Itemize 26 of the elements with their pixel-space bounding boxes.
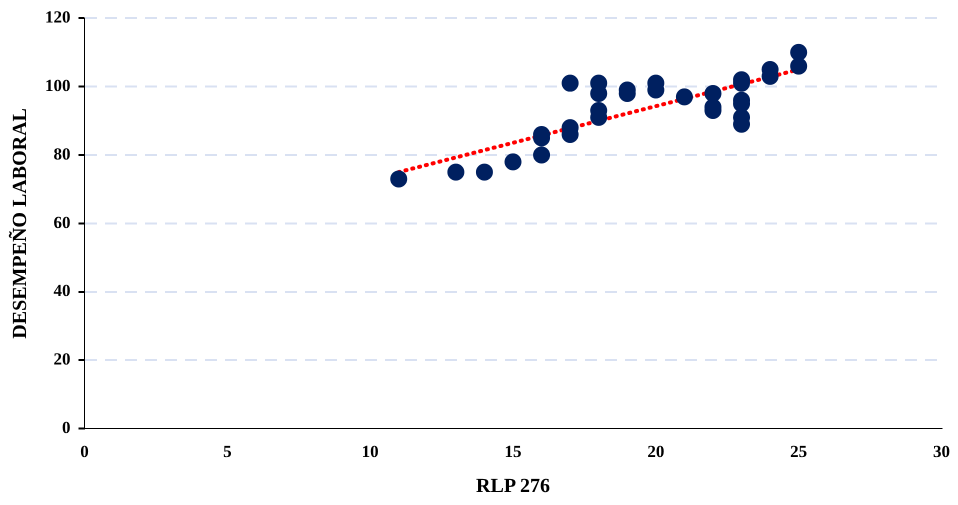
point	[504, 153, 522, 170]
y-axis-title: DESEMPEÑO LABORAL	[8, 108, 32, 339]
point	[533, 146, 550, 164]
y-tick-label: 100	[45, 76, 70, 95]
x-tick-label: 20	[647, 442, 664, 462]
point	[562, 74, 579, 92]
point	[390, 170, 408, 188]
point	[676, 88, 693, 106]
point	[790, 58, 808, 75]
y-tick-label: 0	[62, 418, 70, 437]
y-tick-label: 40	[54, 281, 70, 300]
y-tick-label: 60	[54, 212, 70, 232]
point	[790, 44, 808, 61]
x-tick-label: 25	[790, 442, 808, 462]
x-tick-label: 10	[362, 442, 379, 462]
x-tick-label: 0	[80, 442, 89, 462]
y-tick-label: 80	[54, 144, 70, 164]
point	[476, 164, 493, 181]
x-axis-title: RLP 276	[476, 475, 550, 498]
x-tick-label: 15	[504, 442, 522, 462]
y-tick-label: 120	[45, 8, 70, 27]
point	[447, 164, 464, 181]
y-tick-label: 20	[54, 350, 70, 369]
x-tick-label: 30	[933, 442, 950, 462]
x-tick-label: 5	[223, 442, 232, 462]
point	[704, 84, 722, 102]
